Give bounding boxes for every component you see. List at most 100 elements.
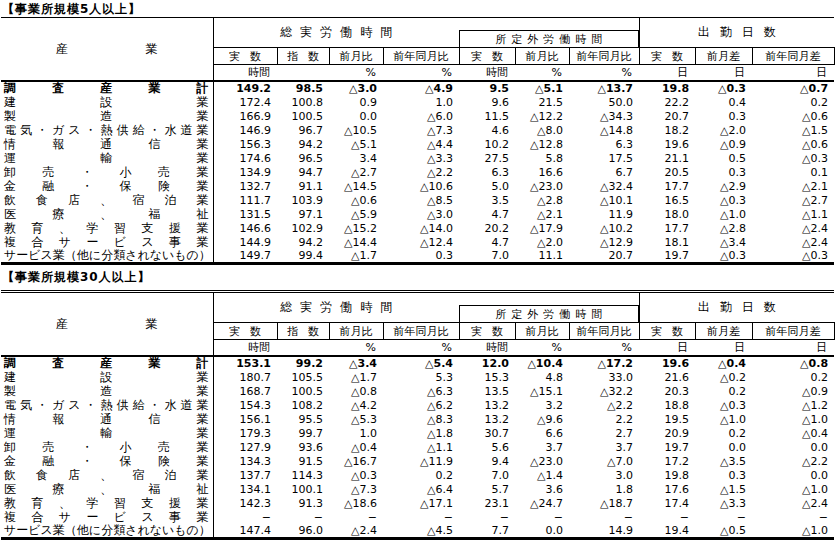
value-cell: 179.3 bbox=[213, 426, 277, 440]
value-cell: △3.4 bbox=[695, 235, 752, 249]
value-cell: △2.2 bbox=[569, 398, 639, 412]
value-cell: △10.4 bbox=[515, 356, 569, 370]
value-cell: △3.0 bbox=[329, 81, 383, 95]
total-hours-group-label: 総実労働時間 bbox=[214, 299, 468, 316]
industry-cell: 運輸業 bbox=[1, 426, 213, 440]
value-cell: △2.9 bbox=[695, 179, 752, 193]
value-cell: 5.0 bbox=[459, 179, 515, 193]
unit-cell: 日 bbox=[639, 65, 695, 82]
table-row: 複合サービス事業144.994.2△14.4△12.44.7△2.0△12.91… bbox=[1, 235, 834, 249]
stats-table-30plus: 産業 総実労働時間 所定外労働時間 出勤日数 実 数 指 数 前月比 前年同月比… bbox=[1, 290, 835, 540]
value-cell: △0.3 bbox=[752, 151, 834, 165]
value-cell: △16.7 bbox=[329, 454, 383, 468]
value-cell: 94.2 bbox=[277, 235, 329, 249]
value-cell: △1.0 bbox=[752, 524, 834, 539]
value-cell: 16.6 bbox=[515, 165, 569, 179]
value-cell: 174.6 bbox=[213, 151, 277, 165]
value-cell: 91.1 bbox=[277, 179, 329, 193]
value-cell: 23.1 bbox=[459, 496, 515, 510]
value-cell: 9.6 bbox=[459, 95, 515, 109]
value-cell: 3.2 bbox=[515, 398, 569, 412]
value-cell: △1.2 bbox=[752, 398, 834, 412]
value-cell: 18.8 bbox=[639, 398, 695, 412]
value-cell: 95.5 bbox=[277, 412, 329, 426]
value-cell: △2.7 bbox=[329, 165, 383, 179]
value-cell: 93.6 bbox=[277, 440, 329, 454]
overtime-hours-group-label: 所定外労働時間 bbox=[495, 32, 607, 47]
value-cell: 21.6 bbox=[639, 370, 695, 384]
days-worked-group-label: 出勤日数 bbox=[640, 299, 835, 316]
value-cell: 19.6 bbox=[639, 356, 695, 370]
value-cell: 0.1 bbox=[752, 165, 834, 179]
value-cell: △34.3 bbox=[569, 109, 639, 123]
value-cell: △5.9 bbox=[329, 207, 383, 221]
value-cell: 103.9 bbox=[277, 193, 329, 207]
value-cell: △3.5 bbox=[695, 454, 752, 468]
col-header-days-yoy: 前年同月差 bbox=[752, 323, 834, 340]
col-header-ot-mom: 前月比 bbox=[515, 323, 569, 340]
value-cell: 20.7 bbox=[639, 109, 695, 123]
value-cell: △1.5 bbox=[695, 482, 752, 496]
value-cell: △2.4 bbox=[752, 235, 834, 249]
value-cell: 102.9 bbox=[277, 221, 329, 235]
value-cell: 0.0 bbox=[329, 109, 383, 123]
value-cell: △2.0 bbox=[695, 123, 752, 137]
industry-cell: 建設業 bbox=[1, 370, 213, 384]
industry-cell: 運輸業 bbox=[1, 151, 213, 165]
value-cell: 1.0 bbox=[329, 426, 383, 440]
value-cell: △8.3 bbox=[383, 412, 459, 426]
value-cell: 0.3 bbox=[695, 165, 752, 179]
value-cell: 17.7 bbox=[639, 221, 695, 235]
value-cell: 12.0 bbox=[459, 356, 515, 370]
value-cell: △2.4 bbox=[752, 221, 834, 235]
value-cell: △8.0 bbox=[515, 123, 569, 137]
unit-cell: % bbox=[569, 340, 639, 357]
value-cell: 17.5 bbox=[569, 151, 639, 165]
report-page: 【事業所規模5人以上】 産業 総実労働時間 所定外労働時間 出勤日数 bbox=[0, 0, 835, 540]
value-cell: 142.3 bbox=[213, 496, 277, 510]
value-cell: 149.2 bbox=[213, 81, 277, 95]
value-cell: △1.1 bbox=[752, 207, 834, 221]
value-cell: 0.2 bbox=[752, 370, 834, 384]
value-cell: 156.1 bbox=[213, 412, 277, 426]
value-cell: 13.2 bbox=[459, 412, 515, 426]
table-row: 建設業172.4100.80.91.09.621.550.022.20.40.2 bbox=[1, 95, 834, 109]
industry-cell: 卸売・小売業 bbox=[1, 440, 213, 454]
value-cell: 50.0 bbox=[569, 95, 639, 109]
value-cell: 6.6 bbox=[515, 426, 569, 440]
days-worked-group-label: 出勤日数 bbox=[640, 24, 835, 41]
value-cell: △14.4 bbox=[329, 235, 383, 249]
value-cell: 22.2 bbox=[639, 95, 695, 109]
value-cell: △0.6 bbox=[329, 193, 383, 207]
value-cell: △1.7 bbox=[329, 249, 383, 264]
value-cell: △24.7 bbox=[515, 496, 569, 510]
value-cell: 17.7 bbox=[639, 179, 695, 193]
industry-cell: 金融・保険業 bbox=[1, 454, 213, 468]
value-cell: △0.4 bbox=[695, 356, 752, 370]
table-row: 電気・ガス・熱供給・水道業146.996.7△10.5△7.34.6△8.0△1… bbox=[1, 123, 834, 137]
industry-cell: 教育、学習支援業 bbox=[1, 496, 213, 510]
value-cell: △7.3 bbox=[383, 123, 459, 137]
col-header-ot-mom: 前月比 bbox=[515, 48, 569, 65]
total-hours-group-header: 総実労働時間 bbox=[213, 18, 459, 48]
value-cell: 131.5 bbox=[213, 207, 277, 221]
table-row: 製造業168.7100.5△0.8△6.313.5△15.1△32.220.30… bbox=[1, 384, 834, 398]
value-cell: 16.5 bbox=[639, 193, 695, 207]
col-header-mom: 前月比 bbox=[329, 48, 383, 65]
value-cell: △17.2 bbox=[569, 356, 639, 370]
unit-cell: 日 bbox=[752, 65, 834, 82]
table-row: 金融・保険業132.791.1△14.5△10.65.0△23.0△32.417… bbox=[1, 179, 834, 193]
table1-caption: 【事業所規模5人以上】 bbox=[2, 3, 835, 16]
value-cell: 0.2 bbox=[383, 468, 459, 482]
value-cell: 4.8 bbox=[515, 370, 569, 384]
unit-cell: % bbox=[329, 340, 383, 357]
value-cell: 96.5 bbox=[277, 151, 329, 165]
industry-column-label: 産業 bbox=[1, 318, 213, 331]
value-cell: 4.7 bbox=[459, 207, 515, 221]
value-cell: △0.9 bbox=[695, 137, 752, 151]
value-cell: △4.2 bbox=[329, 398, 383, 412]
value-cell: 100.5 bbox=[277, 384, 329, 398]
value-cell: 4.6 bbox=[459, 123, 515, 137]
value-cell: 19.6 bbox=[639, 137, 695, 151]
value-cell: △3.4 bbox=[329, 356, 383, 370]
